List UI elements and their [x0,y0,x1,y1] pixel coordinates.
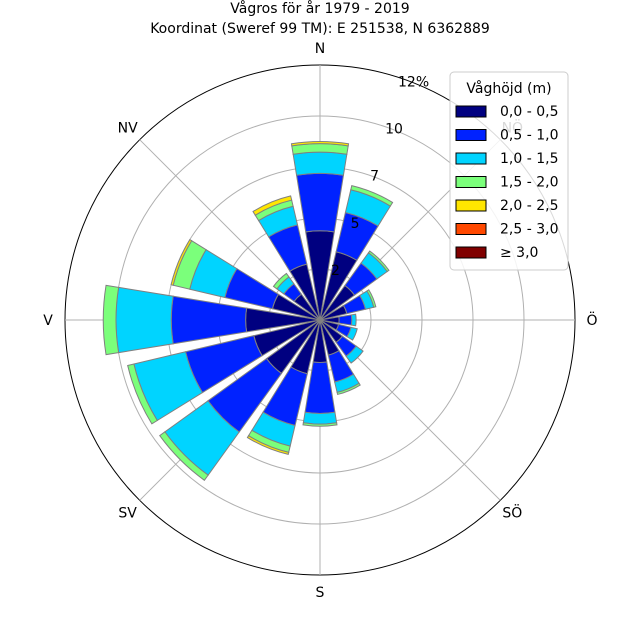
chart-title-line2: Koordinat (Sweref 99 TM): E 251538, N 63… [150,21,490,37]
legend-label: 1,0 - 1,5 [500,151,558,167]
radial-tick-label: 12% [398,74,429,90]
rose-bar-segment [292,151,348,176]
legend-frame [449,71,569,271]
chart-title-line1: Vågros för år 1979 - 2019 [230,0,409,17]
radial-tick-label: 5 [351,216,360,232]
rose-bar-segment [302,411,338,425]
legend: Våghöjd (m) 0,0 - 0,5 0,5 - 1,0 1,0 - 1,5 1… [449,71,569,271]
radial-tick-label: 2 [331,263,340,279]
legend-label: 2,5 - 3,0 [500,222,558,238]
direction-label: V [43,313,53,329]
legend-swatch [455,105,487,118]
legend-swatch [455,199,487,212]
direction-label: NV [118,121,138,137]
legend-label: 0,5 - 1,0 [500,128,558,144]
rose-bar-segment [366,289,377,308]
rose-bar-segment [252,195,293,216]
rose-bar-segment [367,250,390,273]
rose-bar-segment [350,313,357,327]
rose-bar-segment [102,284,120,356]
rose-bar-segment [246,435,290,456]
legend-label: ≥ 3,0 [500,245,538,261]
rose-bar-segment [346,326,358,341]
legend-items: 0,0 - 0,5 0,5 - 1,0 1,0 - 1,5 1,5 - 2,0 2,0 … [455,104,558,261]
radial-tick-label: 7 [370,169,379,185]
rose-bar-segment [115,286,174,354]
rose-bar-segment [127,363,158,425]
direction-label: S [316,585,325,601]
legend-label: 0,0 - 0,5 [500,104,558,120]
rose-bar-segment [338,314,353,326]
rose-bar-segment [159,431,209,481]
direction-label: Ö [586,311,597,329]
radial-tick-label: 10 [385,122,403,138]
rose-bar-segment [170,295,248,345]
legend-title: Våghöjd (m) [466,80,551,97]
legend-swatch [455,129,487,141]
rose-bar-segment [350,184,394,207]
rose-bar-segment [170,238,193,286]
legend-swatch [455,246,487,259]
rose-bar-segment [272,272,290,290]
direction-label: N [315,41,325,57]
rose-bar-segment [336,382,361,396]
legend-swatch [455,223,487,235]
rose-bar-segment [290,140,350,147]
rose-bar-segment [302,422,338,427]
rose-bars [102,140,394,481]
rose-bar-segment [345,345,364,364]
legend-label: 2,0 - 2,5 [500,198,558,214]
direction-label: SV [118,505,137,521]
radial-tick-labels: 2 5 7 10 12% [331,74,429,278]
legend-swatch [455,176,487,188]
direction-label: SÖ [502,503,522,521]
rose-bar-segment [295,172,345,233]
legend-label: 1,5 - 2,0 [500,175,558,191]
legend-swatch [455,152,487,165]
